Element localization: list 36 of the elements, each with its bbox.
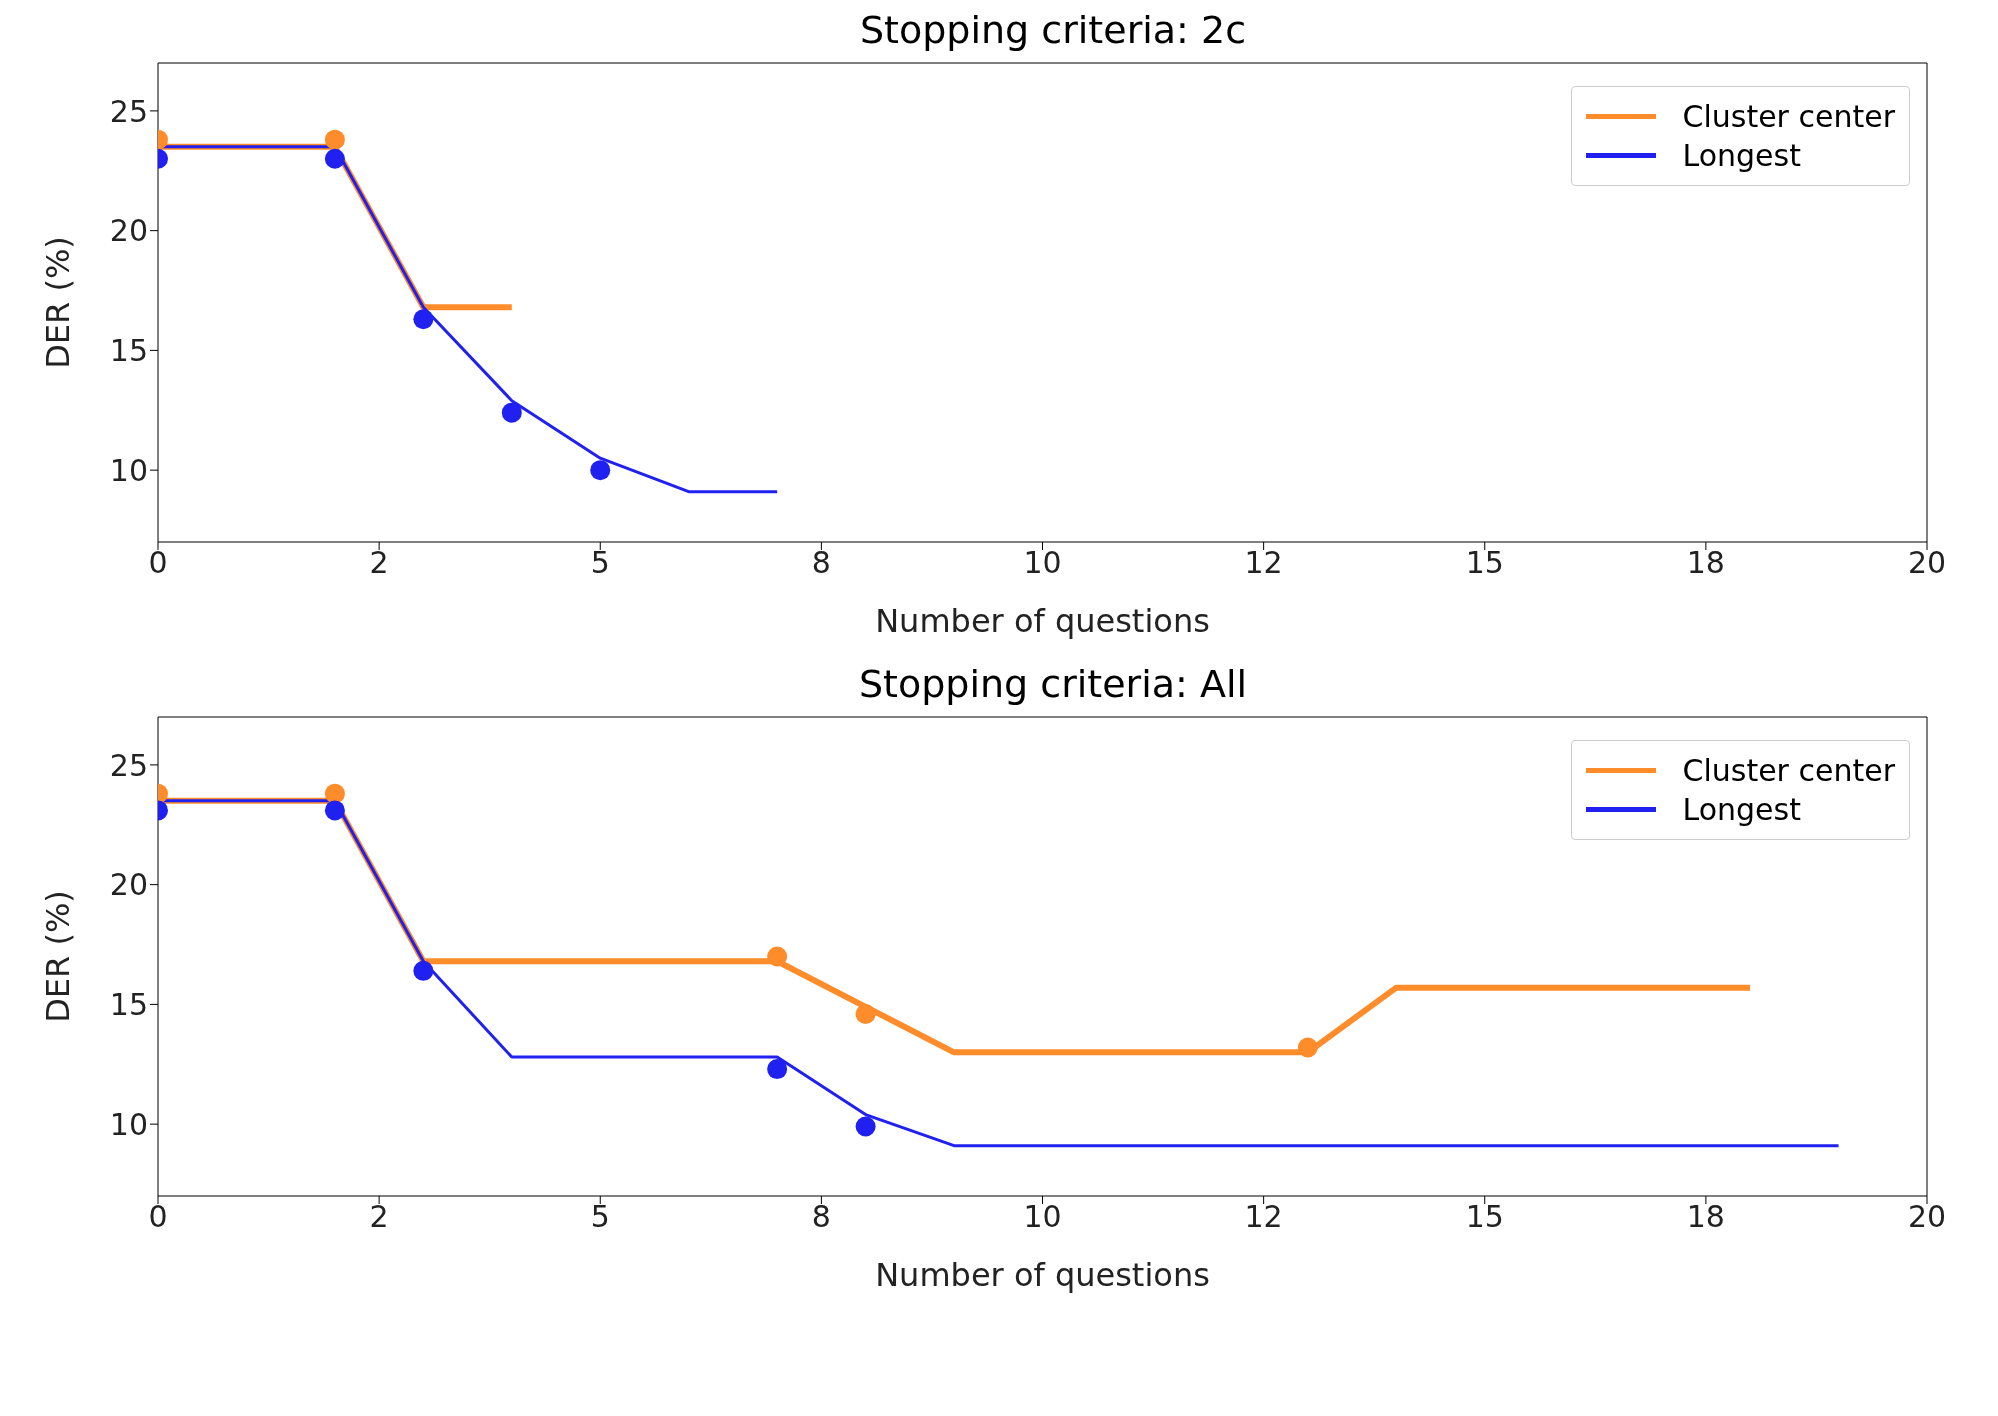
legend-label: Cluster center (1682, 99, 1895, 134)
x-tick-label: 10 (1023, 1199, 1062, 1235)
x-tick-label: 18 (1686, 545, 1725, 581)
chart-title: Stopping criteria: 2c (858, 8, 1248, 52)
x-tick-label: 8 (811, 545, 831, 581)
y-tick-label: 20 (109, 213, 148, 249)
x-axis-title: Number of questions (875, 602, 1210, 640)
x-tick-label: 10 (1023, 545, 1062, 581)
x-tick-label: 18 (1686, 1199, 1725, 1235)
y-tick-label: 15 (109, 333, 148, 369)
y-axis-title: DER (%) (39, 890, 78, 1023)
x-axis-title: Number of questions (875, 1256, 1210, 1294)
y-tick-label: 10 (109, 1106, 148, 1142)
y-tick-label: 15 (109, 987, 148, 1023)
y-tick-label: 25 (109, 93, 148, 129)
x-tick-label: 20 (1907, 1199, 1947, 1235)
y-tick-label: 20 (109, 867, 148, 903)
x-tick-label: 15 (1465, 1199, 1504, 1235)
x-tick-label: 2 (369, 545, 389, 581)
y-tick-label: 10 (109, 452, 148, 488)
y-axis-title: DER (%) (39, 236, 78, 369)
x-tick-label: 20 (1907, 545, 1947, 581)
x-tick-label: 8 (811, 1199, 831, 1235)
x-tick-label: 12 (1244, 1199, 1283, 1235)
x-tick-label: 5 (590, 545, 610, 581)
x-tick-label: 12 (1244, 545, 1283, 581)
x-tick-label: 0 (148, 1199, 168, 1235)
x-tick-label: 5 (590, 1199, 610, 1235)
x-tick-label: 15 (1465, 545, 1504, 581)
legend-label: Longest (1682, 792, 1801, 827)
legend-label: Cluster center (1682, 753, 1895, 788)
chart-title: Stopping criteria: All (857, 662, 1249, 706)
x-tick-label: 2 (369, 1199, 389, 1235)
y-tick-label: 25 (109, 747, 148, 783)
legend-label: Longest (1682, 138, 1801, 173)
x-tick-label: 0 (148, 545, 168, 581)
